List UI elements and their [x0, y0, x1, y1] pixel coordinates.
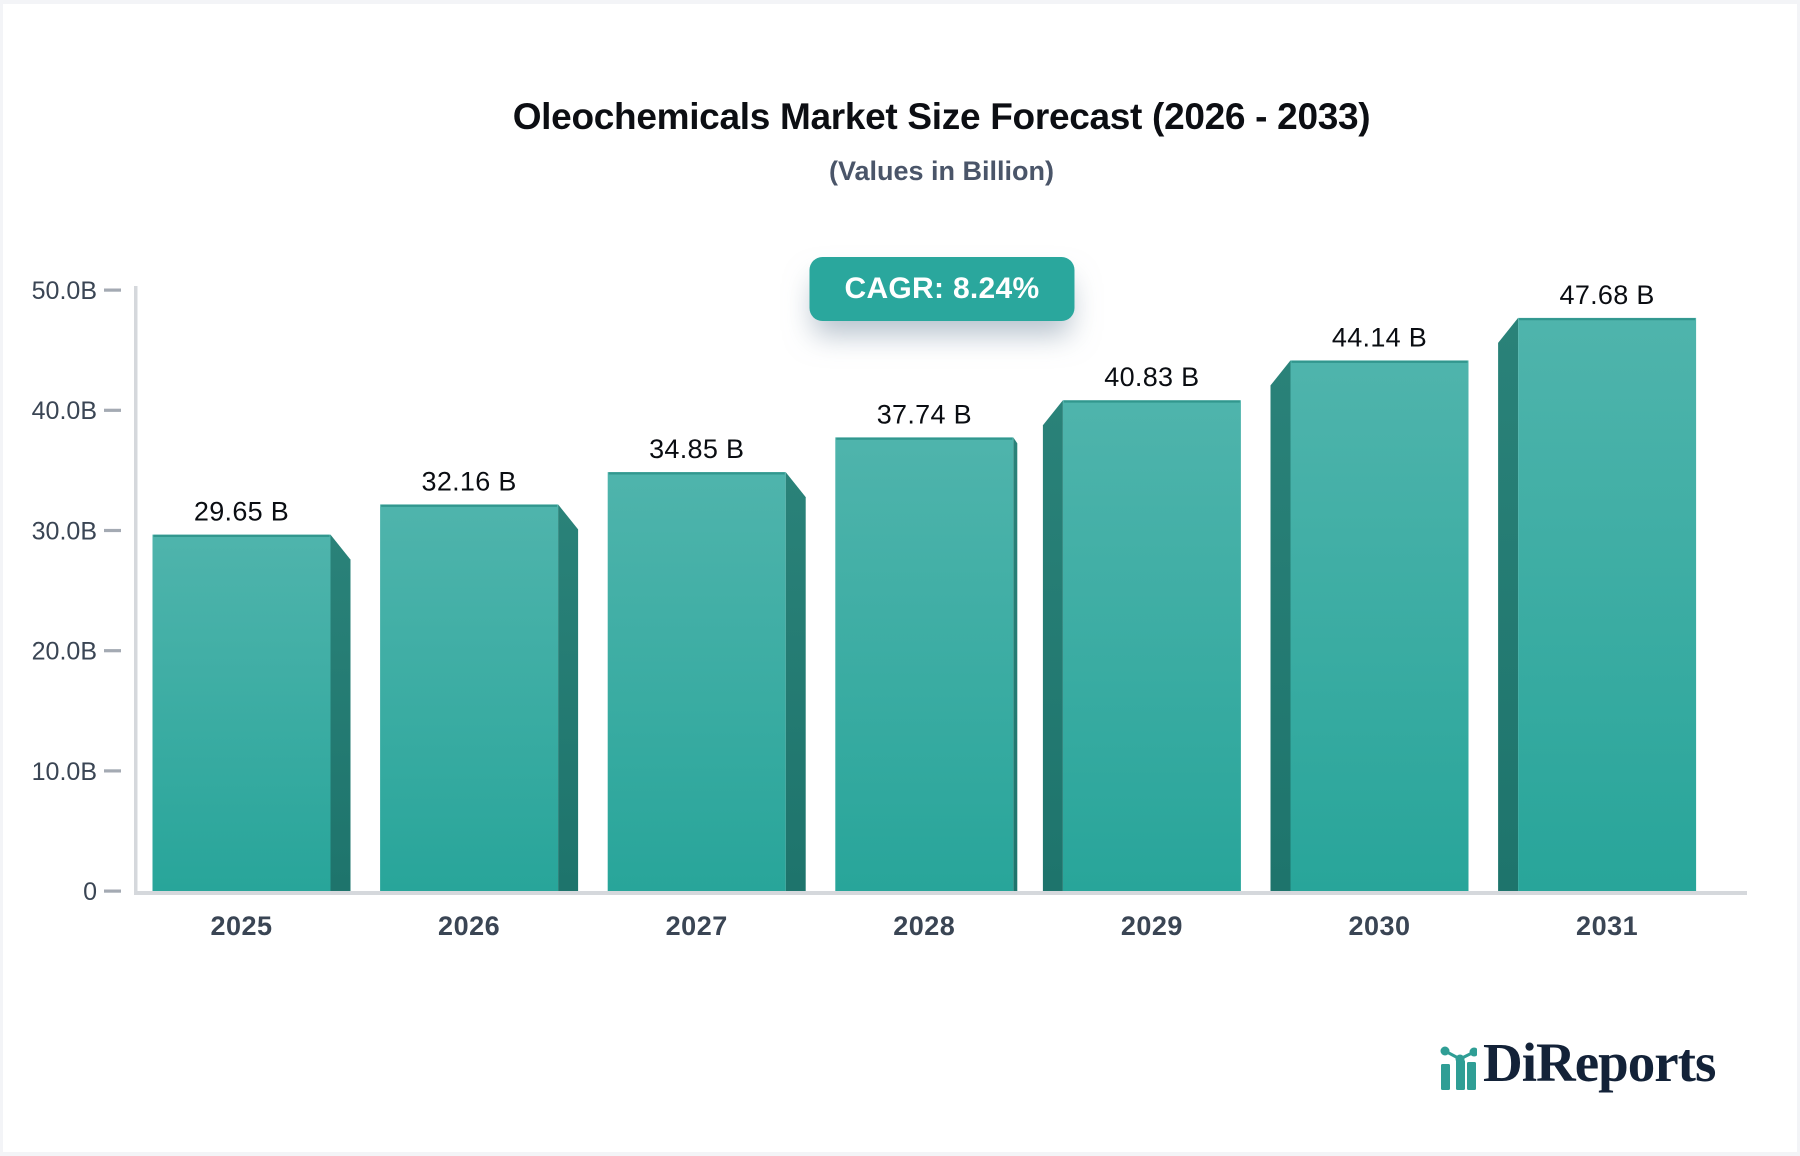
- bar-value-label: 32.16 B: [422, 466, 517, 496]
- y-tick-label: 30.0B: [32, 517, 97, 545]
- bar: [1290, 360, 1469, 891]
- direports-logo: DiReports: [1431, 1030, 1716, 1093]
- bar-chart-trend-icon: [1440, 1046, 1477, 1090]
- y-tick-mark: [104, 528, 121, 533]
- bar-side-face: [330, 534, 351, 891]
- y-tick-label: 0: [83, 878, 97, 906]
- y-axis-line: [134, 286, 138, 895]
- bar-side-face: [1498, 317, 1519, 891]
- y-tick-label: 50.0B: [32, 277, 97, 305]
- chart-card: 0 10.0B 20.0B 30.0B 40.0B 50.0B 29.65 B 2025 32.…: [3, 4, 1797, 1152]
- y-tick-mark: [104, 408, 121, 412]
- x-tick-label: 2025: [210, 911, 272, 941]
- x-axis-line: [134, 891, 1747, 895]
- cagr-badge: CAGR: 8.24%: [809, 257, 1075, 321]
- bar: [607, 472, 786, 891]
- x-tick-label: 2029: [1121, 911, 1183, 941]
- x-tick-label: 2026: [438, 911, 500, 941]
- bar-side-face: [1270, 360, 1291, 891]
- bar: [152, 534, 331, 891]
- x-tick-label: 2030: [1348, 911, 1410, 941]
- bar-value-label: 29.65 B: [194, 497, 289, 527]
- bar: [835, 437, 1014, 891]
- x-tick-label: 2027: [666, 911, 728, 941]
- chart-subtitle: (Values in Billion): [828, 156, 1055, 186]
- bar-value-label: 47.68 B: [1560, 280, 1655, 310]
- bar-value-label: 34.85 B: [649, 434, 744, 464]
- y-tick-mark: [104, 769, 121, 773]
- x-tick-label: 2028: [893, 911, 955, 941]
- x-tick-label: 2031: [1576, 911, 1638, 941]
- cagr-badge-label: CAGR: 8.24%: [844, 272, 1040, 305]
- y-tick-label: 40.0B: [32, 397, 97, 425]
- bar-side-face: [558, 504, 579, 891]
- bar-side-face: [1042, 400, 1063, 891]
- chart-header: Oleochemicals Market Size Forecast (2026…: [136, 4, 1747, 187]
- bar-side-face: [1013, 437, 1018, 891]
- bar-chart: 0 10.0B 20.0B 30.0B 40.0B 50.0B 29.65 B 2025 32.…: [32, 277, 1747, 941]
- bar-value-label: 40.83 B: [1104, 362, 1199, 392]
- bar-value-label: 37.74 B: [877, 399, 972, 429]
- bar-value-label: 44.14 B: [1332, 322, 1427, 352]
- logo-text: DiReports: [1483, 1032, 1716, 1093]
- y-tick-mark: [104, 288, 121, 292]
- bar-side-face: [785, 472, 806, 891]
- y-tick-mark: [104, 649, 121, 653]
- y-tick-mark: [104, 889, 121, 893]
- y-tick-label: 10.0B: [32, 758, 97, 786]
- bar: [380, 504, 559, 891]
- bar: [1062, 400, 1241, 891]
- bar: [1518, 317, 1697, 891]
- chart-title: Oleochemicals Market Size Forecast (2026…: [512, 96, 1371, 137]
- y-tick-label: 20.0B: [32, 638, 97, 666]
